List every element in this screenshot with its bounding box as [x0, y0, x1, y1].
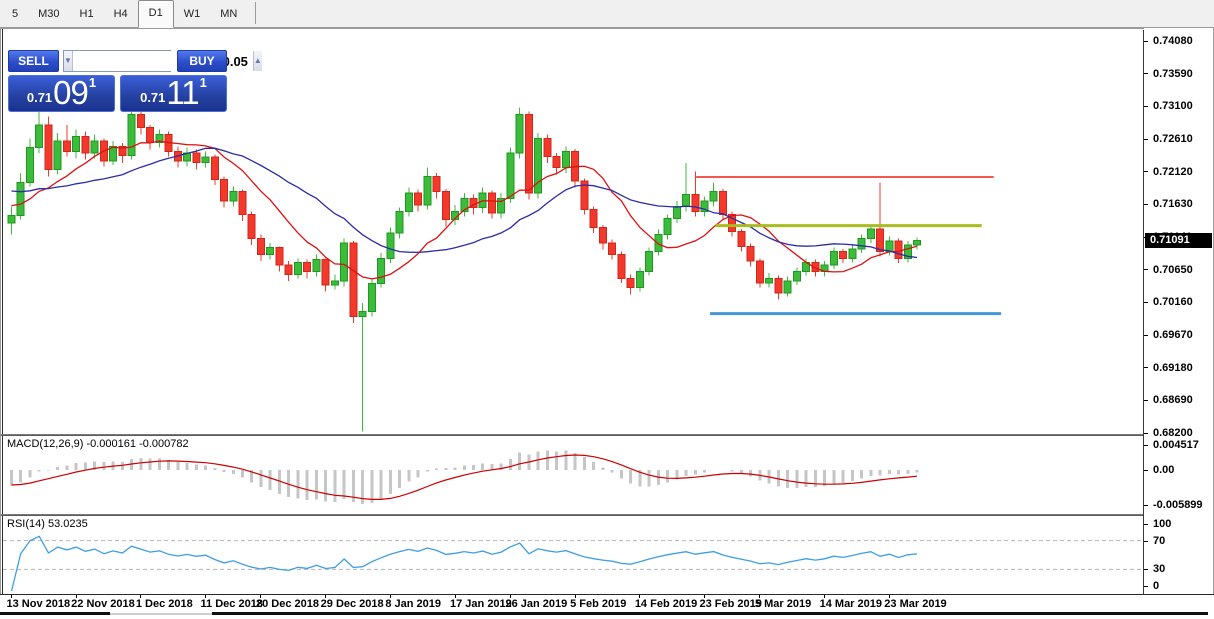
rsi-pane-canvas[interactable] — [3, 516, 1143, 593]
price-axis-label: 0.69180 — [1153, 361, 1193, 374]
price-axis-label: 0.68690 — [1153, 394, 1193, 407]
macd-axis-label: -0.005899 — [1153, 499, 1203, 511]
candlesticks — [7, 107, 922, 432]
time-axis-label: 1 Dec 2018 — [135, 598, 193, 610]
macd-pane-canvas[interactable] — [3, 436, 1143, 514]
rsi-axis-label: 100 — [1153, 518, 1172, 530]
ma-fast — [11, 140, 918, 280]
pane-divider-rsi[interactable] — [1, 514, 1213, 516]
buy-price-digits: 11 — [166, 74, 199, 111]
rsi-axis-label: 70 — [1153, 534, 1166, 547]
current-price-tag: 0.71091 — [1145, 233, 1212, 249]
time-axis-label: 5 Mar 2019 — [754, 598, 812, 610]
tab-h4[interactable]: H4 — [113, 8, 128, 20]
tab-h1[interactable]: H1 — [79, 8, 94, 20]
sell-price-pip: 1 — [88, 75, 97, 90]
rsi-axis-label: 0 — [1153, 580, 1160, 592]
volume-increase-icon[interactable]: ▲ — [252, 51, 262, 71]
ma-slow — [11, 147, 918, 259]
time-axis-label: 11 Dec 2018 — [200, 598, 263, 610]
sell-button[interactable]: SELL — [8, 50, 59, 72]
macd-indicator-label: MACD(12,26,9) -0.000161 -0.000782 — [7, 438, 189, 450]
buy-price-pip: 1 — [199, 75, 207, 90]
sell-price-digits: 09 — [53, 74, 89, 111]
tab-d1[interactable]: D1 — [137, 0, 174, 28]
rsi-indicator-label: RSI(14) 53.0235 — [7, 518, 88, 530]
time-axis-label: 8 Jan 2019 — [385, 598, 441, 610]
tabbar-divider — [255, 2, 257, 24]
price-axis-label: 0.73590 — [1153, 67, 1193, 80]
bottom-scrollbar[interactable] — [0, 612, 1214, 619]
macd-signal-line — [11, 454, 918, 501]
time-axis-label: 13 Nov 2018 — [6, 598, 71, 610]
time-axis-label: 23 Mar 2019 — [884, 598, 947, 610]
time-axis-label: 26 Jan 2019 — [505, 598, 568, 610]
price-axis-label: 0.70160 — [1153, 296, 1193, 309]
macd-histogram — [10, 450, 919, 504]
tab-mn[interactable]: MN — [220, 8, 238, 20]
tab-5[interactable]: 5 — [12, 8, 19, 20]
rsi-axis-label: 30 — [1153, 563, 1166, 576]
price-axis-label: 0.68200 — [1153, 427, 1193, 439]
window-left-border — [2, 29, 3, 612]
buy-button[interactable]: BUY — [177, 50, 227, 72]
price-axis-label: 0.69670 — [1153, 329, 1193, 341]
tab-m30[interactable]: M30 — [38, 8, 60, 20]
time-axis-label: 17 Jan 2019 — [450, 598, 512, 610]
price-axis-label: 0.72610 — [1153, 133, 1193, 145]
price-axis-label: 0.72120 — [1153, 165, 1193, 178]
rsi-line — [10, 535, 918, 592]
sell-price-panel[interactable]: 0.71 09 1 — [8, 75, 115, 112]
volume-decrease-icon[interactable]: ▼ — [64, 51, 73, 71]
time-axis[interactable]: 13 Nov 2018 22 Nov 2018 1 Dec 2018 11 Dec 2… — [0, 594, 1214, 612]
volume-stepper: ▼ ▲ — [63, 50, 262, 72]
price-axis-separator — [1143, 30, 1144, 594]
price-axis-label: 0.74080 — [1153, 35, 1193, 47]
price-axis-label: 0.70650 — [1153, 263, 1193, 276]
price-axis-label: 0.73100 — [1153, 100, 1193, 113]
time-axis-label: 5 Feb 2019 — [570, 598, 627, 610]
time-axis-label: 23 Feb 2019 — [699, 598, 762, 610]
price-axis[interactable]: 0.74080 0.73590 0.73100 0.72610 0.72120 0.716… — [1144, 28, 1213, 594]
macd-axis-label: 0.00 — [1153, 464, 1175, 476]
timeframe-tabbar: 5 M30 H1 H4 D1 W1 MN — [0, 0, 1214, 28]
time-axis-label: 20 Dec 2018 — [255, 598, 319, 610]
time-axis-label: 29 Dec 2018 — [320, 598, 384, 610]
time-axis-label: 22 Nov 2018 — [71, 598, 135, 610]
buy-price-panel[interactable]: 0.71 11 1 — [120, 75, 227, 112]
buy-price-prefix: 0.71 — [140, 90, 166, 105]
time-axis-label: 14 Feb 2019 — [634, 598, 698, 610]
time-axis-label: 14 Mar 2019 — [819, 598, 882, 610]
tab-w1[interactable]: W1 — [183, 8, 201, 20]
macd-axis-label: 0.004517 — [1153, 439, 1199, 451]
sell-price-prefix: 0.71 — [26, 90, 53, 105]
pane-divider-macd[interactable] — [1, 434, 1213, 436]
price-axis-label: 0.71630 — [1153, 198, 1193, 211]
